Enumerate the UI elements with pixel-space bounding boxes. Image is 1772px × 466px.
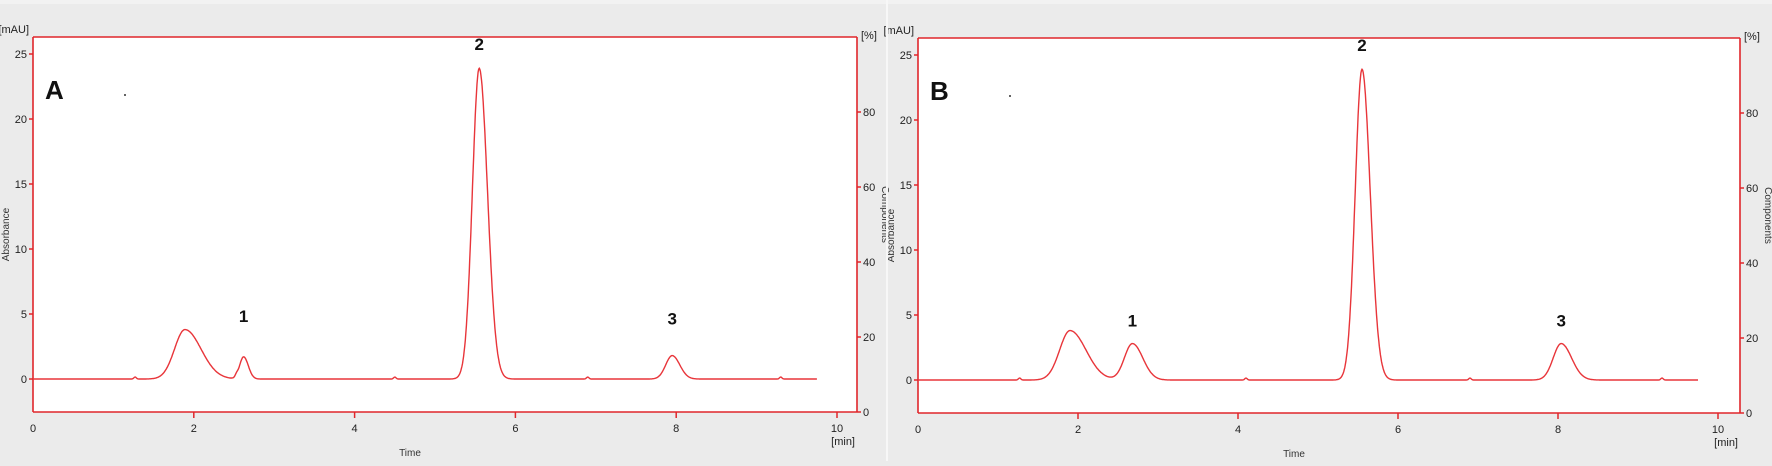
peak-label: 1 [1128, 312, 1137, 331]
y2-tick-label: 0 [863, 407, 869, 419]
peak-label: 2 [474, 35, 483, 54]
y-tick-label: 5 [21, 309, 27, 321]
chromatogram-panel-a: 0510152025[mAU]Absorbance020406080[%]Com… [0, 24, 890, 459]
plot-area [33, 37, 857, 412]
panel-label: B [930, 76, 949, 106]
x-tick-label: 6 [1395, 424, 1401, 436]
y2-tick-label: 60 [863, 182, 875, 194]
stray-dot [1009, 95, 1011, 97]
y-axis-title: Absorbance [1, 207, 12, 261]
x-axis-title: Time [399, 448, 421, 459]
y-tick-label: 25 [900, 50, 912, 62]
y-tick-label: 5 [906, 310, 912, 322]
y-tick-label: 0 [906, 375, 912, 387]
x-tick-label: 0 [915, 424, 921, 436]
y2-tick-label: 0 [1746, 408, 1752, 420]
x-tick-label: 4 [1235, 424, 1241, 436]
stray-dot [124, 94, 126, 96]
x-tick-label: 10 [831, 423, 843, 435]
y2-axis-title: Components [1762, 187, 1772, 244]
y-tick-label: 20 [900, 115, 912, 127]
y-axis-title: Absorbance [886, 208, 897, 262]
y2-unit-label: [%] [861, 30, 877, 42]
x-tick-label: 8 [673, 423, 679, 435]
y2-unit-label: [%] [1744, 31, 1760, 43]
y2-tick-label: 80 [863, 107, 875, 119]
x-unit-label: [min] [1714, 437, 1738, 449]
y-tick-label: 15 [900, 180, 912, 192]
y2-axis-title: Components [879, 186, 890, 243]
x-tick-label: 2 [1075, 424, 1081, 436]
plot-area [918, 38, 1740, 413]
y-tick-label: 15 [15, 179, 27, 191]
y-tick-label: 10 [15, 244, 27, 256]
panel-label: A [45, 75, 64, 105]
peak-label: 1 [239, 307, 248, 326]
x-tick-label: 8 [1555, 424, 1561, 436]
y-tick-label: 10 [900, 245, 912, 257]
x-unit-label: [min] [831, 436, 855, 448]
peak-label: 3 [667, 309, 676, 328]
x-tick-label: 2 [191, 423, 197, 435]
x-tick-label: 4 [352, 423, 358, 435]
peak-label: 2 [1357, 36, 1366, 55]
y2-tick-label: 40 [1746, 258, 1758, 270]
x-tick-label: 10 [1712, 424, 1724, 436]
y-tick-label: 20 [15, 114, 27, 126]
chromatogram-panel-b: 0510152025[mAU]Absorbance020406080[%]Com… [883, 25, 1772, 460]
y-unit-label: [mAU] [0, 24, 29, 36]
y-tick-label: 0 [21, 374, 27, 386]
y-tick-label: 25 [15, 49, 27, 61]
y-unit-label: [mAU] [883, 25, 914, 37]
y2-tick-label: 20 [863, 332, 875, 344]
y2-tick-label: 40 [863, 257, 875, 269]
peak-label: 3 [1556, 312, 1565, 331]
y2-tick-label: 80 [1746, 108, 1758, 120]
chromatogram-trace [33, 67, 817, 380]
y2-tick-label: 60 [1746, 183, 1758, 195]
chromatogram-trace [918, 68, 1698, 381]
x-axis-title: Time [1283, 449, 1305, 460]
x-tick-label: 6 [512, 423, 518, 435]
y2-tick-label: 20 [1746, 333, 1758, 345]
x-tick-label: 0 [30, 423, 36, 435]
panel-separator [886, 0, 888, 461]
